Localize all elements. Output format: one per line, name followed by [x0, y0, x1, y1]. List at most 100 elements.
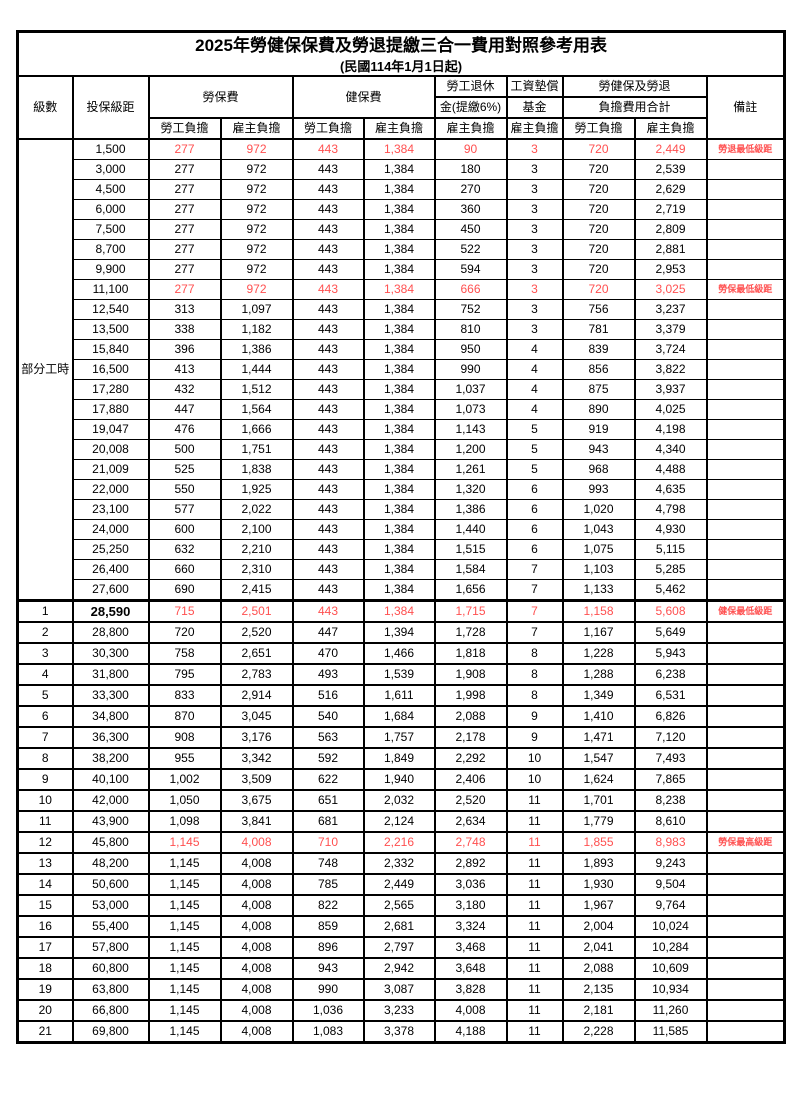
cell-labor-employer: 3,675 [219, 788, 294, 812]
cell-pension-employer: 1,320 [433, 478, 508, 500]
cell-bracket: 60,800 [71, 956, 150, 980]
cell-wage-fund-employer: 7 [505, 598, 564, 623]
cell-total-employer: 2,629 [633, 178, 708, 200]
cell-total-employee: 1,967 [561, 893, 636, 917]
table-row: 24,000 600 2,100 443 1,384 1,440 6 1,043 4,930 [18, 518, 786, 540]
cell-health-employee: 622 [291, 767, 365, 791]
cell-total-employer: 4,025 [633, 398, 708, 420]
cell-wage-fund-employer: 8 [505, 641, 564, 665]
cell-health-employer: 1,384 [362, 378, 436, 400]
cell-bracket: 31,800 [71, 662, 150, 686]
cell-pension-employer: 3,828 [433, 977, 508, 1001]
cell-bracket: 22,000 [71, 478, 150, 500]
cell-health-employer: 2,797 [362, 935, 436, 959]
cell-total-employer: 5,115 [633, 538, 708, 560]
cell-remark [705, 478, 786, 500]
cell-level: 7 [16, 725, 74, 749]
cell-total-employer: 7,493 [633, 746, 708, 770]
cell-health-employer: 1,611 [362, 683, 436, 707]
cell-total-employer: 9,243 [633, 851, 708, 875]
cell-bracket: 33,300 [71, 683, 150, 707]
cell-wage-fund-employer: 11 [505, 851, 564, 875]
cell-total-employee: 720 [561, 198, 636, 220]
cell-labor-employee: 632 [147, 538, 222, 560]
cell-wage-fund-employer: 3 [505, 238, 564, 260]
cell-level: 13 [16, 851, 74, 875]
cell-pension-employer: 1,200 [433, 438, 508, 460]
cell-wage-fund-employer: 3 [505, 258, 564, 280]
cell-total-employee: 1,410 [561, 704, 636, 728]
cell-total-employer: 3,237 [633, 298, 708, 320]
cell-total-employer: 2,953 [633, 258, 708, 280]
cell-level: 1 [16, 598, 74, 623]
cell-total-employee: 1,133 [561, 578, 636, 601]
cell-total-employee: 1,167 [561, 620, 636, 644]
cell-remark [705, 558, 786, 580]
cell-total-employee: 1,103 [561, 558, 636, 580]
cell-total-employer: 2,719 [633, 198, 708, 220]
cell-remark [705, 218, 786, 240]
table-row: 11 43,900 1,098 3,841 681 2,124 2,634 11 1,779 8,… [16, 809, 786, 833]
cell-health-employer: 1,394 [362, 620, 436, 644]
cell-labor-employee: 1,002 [147, 767, 222, 791]
cell-remark [705, 914, 786, 938]
cell-total-employee: 993 [561, 478, 636, 500]
cell-pension-employer: 3,180 [433, 893, 508, 917]
cell-labor-employer: 972 [219, 137, 294, 160]
cell-pension-employer: 3,648 [433, 956, 508, 980]
cell-labor-employer: 2,022 [219, 498, 294, 520]
cell-labor-employee: 277 [147, 178, 222, 200]
cell-bracket: 28,800 [71, 620, 150, 644]
cell-pension-employer: 2,520 [433, 788, 508, 812]
header-bracket: 投保級距 [71, 74, 150, 140]
cell-health-employee: 443 [291, 538, 365, 560]
cell-total-employee: 856 [561, 358, 636, 380]
table-row: 16 55,400 1,145 4,008 859 2,681 3,324 11 2,004 10… [16, 914, 786, 938]
table-row: 4 31,800 795 2,783 493 1,539 1,908 8 1,288 6,238 [16, 662, 786, 686]
cell-health-employee: 516 [291, 683, 365, 707]
cell-total-employee: 756 [561, 298, 636, 320]
cell-health-employer: 1,384 [362, 598, 436, 623]
cell-health-employer: 3,087 [362, 977, 436, 1001]
cell-wage-fund-employer: 7 [505, 558, 564, 580]
cell-bracket: 55,400 [71, 914, 150, 938]
cell-total-employer: 4,340 [633, 438, 708, 460]
cell-labor-employer: 972 [219, 218, 294, 240]
cell-remark [705, 893, 786, 917]
cell-pension-employer: 2,088 [433, 704, 508, 728]
cell-remark [705, 704, 786, 728]
cell-total-employee: 943 [561, 438, 636, 460]
cell-labor-employee: 577 [147, 498, 222, 520]
cell-pension-employer: 1,715 [433, 598, 508, 623]
header-pension-line2: 金(提繳6%) [433, 95, 508, 119]
cell-wage-fund-employer: 11 [505, 893, 564, 917]
cell-wage-fund-employer: 9 [505, 725, 564, 749]
cell-labor-employer: 972 [219, 278, 294, 300]
table-row: 17,280 432 1,512 443 1,384 1,037 4 875 3,937 [18, 378, 786, 400]
cell-total-employer: 6,826 [633, 704, 708, 728]
cell-health-employer: 1,940 [362, 767, 436, 791]
cell-total-employer: 7,120 [633, 725, 708, 749]
table-row: 8 38,200 955 3,342 592 1,849 2,292 10 1,547 7,493 [16, 746, 786, 770]
cell-bracket: 1,500 [71, 137, 150, 160]
cell-total-employer: 3,937 [633, 378, 708, 400]
cell-health-employer: 3,233 [362, 998, 436, 1022]
cell-level: 5 [16, 683, 74, 707]
part-time-section-label: 部分工時 [16, 137, 74, 601]
cell-bracket: 36,300 [71, 725, 150, 749]
cell-wage-fund-employer: 4 [505, 398, 564, 420]
table-row: 19,047 476 1,666 443 1,384 1,143 5 919 4,198 [18, 418, 786, 440]
cell-wage-fund-employer: 11 [505, 998, 564, 1022]
table-row: 12 45,800 1,145 4,008 710 2,216 2,748 11 1,855 8,… [16, 830, 786, 854]
header-pension-employer-share: 雇主負擔 [433, 116, 508, 140]
header-labor-employee-share: 勞工負擔 [147, 116, 222, 140]
table-row: 11,100 277 972 443 1,384 666 3 720 3,025 勞保最低級距 [18, 278, 786, 300]
cell-wage-fund-employer: 7 [505, 578, 564, 601]
cell-total-employer: 3,025 [633, 278, 708, 300]
cell-remark [705, 809, 786, 833]
cell-remark [705, 683, 786, 707]
table-row: 18 60,800 1,145 4,008 943 2,942 3,648 11 2,088 10… [16, 956, 786, 980]
cell-remark [705, 518, 786, 540]
cell-total-employer: 2,539 [633, 158, 708, 180]
cell-health-employee: 443 [291, 518, 365, 540]
